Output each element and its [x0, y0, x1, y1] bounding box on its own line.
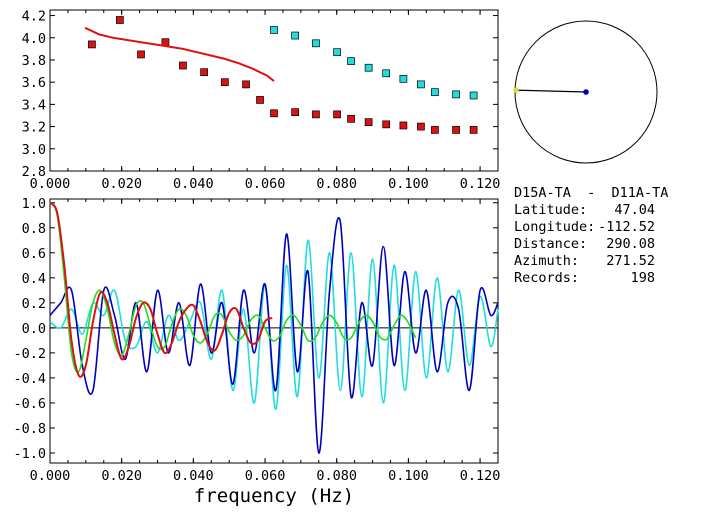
- y-tick-label: 4.2: [22, 9, 46, 25]
- x-tick-label: 0.020: [101, 468, 142, 484]
- data-point: [270, 26, 278, 34]
- series-line: [49, 202, 417, 373]
- data-point: [417, 122, 425, 131]
- data-point: [137, 50, 145, 59]
- x-tick-label: 0.100: [388, 176, 429, 192]
- y-tick-label: -0.2: [13, 346, 46, 362]
- info-row-latitude: Latitude: 47.04: [514, 202, 699, 219]
- info-label: Distance:: [514, 236, 588, 252]
- x-tick-label: 0.060: [245, 468, 286, 484]
- info-label: Latitude:: [514, 202, 588, 218]
- origin-marker: [583, 89, 589, 95]
- info-label: Longitude:: [514, 219, 596, 235]
- y-tick-label: 0.0: [22, 321, 46, 337]
- info-value: 290.08: [606, 236, 655, 252]
- data-point: [333, 48, 341, 57]
- data-point: [291, 31, 299, 40]
- y-tick-label: -0.6: [13, 396, 46, 412]
- y-tick-label: 3.6: [22, 75, 46, 91]
- info-row-distance: Distance: 290.08: [514, 236, 699, 253]
- data-point: [431, 88, 439, 97]
- data-point: [333, 110, 341, 119]
- y-tick-label: 0.2: [22, 296, 46, 312]
- data-point: [347, 57, 355, 65]
- azimuth-circle: [513, 20, 658, 164]
- data-point: [452, 126, 460, 134]
- x-tick-label: 0.120: [460, 468, 501, 484]
- y-tick-label: 1.0: [22, 196, 46, 212]
- data-point: [431, 126, 439, 134]
- dispersion-plot: 0.000 0.020 0.040 0.060 0.080 0.100 0.120 2.8 3.…: [22, 9, 501, 192]
- x-tick-label: 0.000: [30, 176, 71, 192]
- data-point: [364, 63, 373, 72]
- data-point: [242, 80, 250, 89]
- series-line: [49, 239, 499, 411]
- x-tick-label: 0.020: [101, 176, 142, 192]
- y-tick-label: 3.2: [22, 120, 46, 136]
- station-info-panel: D15A-TA - D11A-TA Latitude: 47.04 Longit…: [514, 185, 699, 287]
- y-tick-label: 0.6: [22, 246, 46, 262]
- x-tick-label: 0.120: [460, 176, 501, 192]
- x-tick-label: 0.040: [173, 176, 214, 192]
- endpoint-marker: [513, 87, 519, 93]
- data-point: [347, 114, 355, 123]
- data-point: [221, 78, 229, 87]
- series-line: [49, 217, 499, 454]
- azimuth-line: [515, 89, 587, 93]
- y-tick-label: 0.4: [22, 271, 46, 287]
- data-point: [179, 61, 187, 70]
- y-tick-label: 3.8: [22, 53, 46, 69]
- y-tick-label: 2.8: [22, 164, 46, 180]
- plot-frame: [49, 9, 499, 172]
- data-point: [399, 121, 408, 130]
- info-row-azimuth: Azimuth: 271.52: [514, 253, 699, 270]
- y-tick-label: 0.8: [22, 221, 46, 237]
- x-tick-label: 0.100: [388, 468, 429, 484]
- data-point: [312, 110, 320, 119]
- data-point: [399, 74, 408, 83]
- data-point: [452, 90, 460, 99]
- y-tick-label: 4.0: [22, 31, 46, 47]
- data-point: [270, 109, 278, 118]
- x-tick-label: 0.000: [30, 468, 71, 484]
- info-row-longitude: Longitude: -112.52: [514, 219, 699, 236]
- x-axis-label: frequency (Hz): [194, 485, 354, 507]
- series-line: [49, 202, 273, 378]
- y-tick-label: 3.4: [22, 97, 46, 113]
- data-point: [469, 91, 478, 100]
- info-value: 47.04: [614, 202, 655, 218]
- plot-frame: [49, 198, 499, 464]
- x-tick-label: 0.080: [316, 468, 357, 484]
- data-point: [116, 16, 124, 24]
- data-point: [291, 108, 299, 117]
- data-point: [382, 120, 391, 129]
- info-value: 198: [630, 270, 655, 286]
- correlation-plot: 0.000 0.020 0.040 0.060 0.080 0.100 0.120 1.0 0.…: [13, 196, 500, 507]
- data-point: [364, 118, 373, 126]
- x-tick-label: 0.060: [245, 176, 286, 192]
- info-label: Azimuth:: [514, 253, 580, 269]
- y-tick-label: 3.0: [22, 142, 46, 158]
- info-value: 271.52: [606, 253, 655, 269]
- data-point: [469, 126, 478, 134]
- info-label: Records:: [514, 270, 580, 286]
- info-value: -112.52: [598, 219, 655, 235]
- data-point: [382, 69, 391, 78]
- y-tick-label: -0.4: [13, 371, 46, 387]
- data-point: [312, 39, 320, 48]
- data-point: [88, 40, 96, 49]
- data-point: [200, 68, 208, 77]
- station-pair-label: D15A-TA - D11A-TA: [514, 185, 669, 201]
- data-point: [256, 96, 264, 104]
- x-tick-label: 0.080: [316, 176, 357, 192]
- fit-curve: [84, 26, 275, 82]
- data-point: [417, 80, 425, 89]
- y-tick-label: -0.8: [13, 421, 46, 437]
- x-tick-label: 0.040: [173, 468, 214, 484]
- y-tick-label: -1.0: [13, 446, 46, 462]
- info-row-records: Records: 198: [514, 270, 699, 287]
